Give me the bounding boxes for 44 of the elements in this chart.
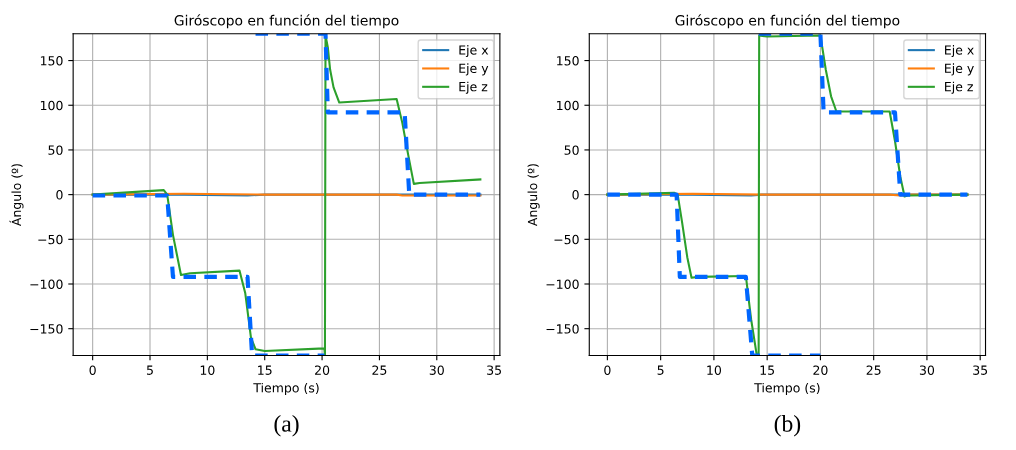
legend-label: Eje x <box>459 45 489 58</box>
legend-label: Eje z <box>945 81 973 94</box>
x-tick-label: 30 <box>429 365 444 375</box>
y-tick-label: −100 <box>546 279 579 289</box>
x-tick-label: 20 <box>315 365 330 375</box>
y-tick-label: −100 <box>30 279 63 289</box>
x-tick-label: 15 <box>760 365 775 375</box>
y-tick-label: 100 <box>557 100 579 111</box>
text: (b) <box>774 415 801 437</box>
y-tick-label: 150 <box>557 56 579 66</box>
x-tick-label: 5 <box>657 365 664 375</box>
x-axis-title: Tiempo (s) <box>253 382 319 395</box>
y-axis-title: Angulo (º) <box>527 164 540 227</box>
legend-label: Eje y <box>945 63 974 76</box>
x-tick-label: 35 <box>487 365 501 375</box>
x-tick-label: 10 <box>707 365 722 375</box>
y-axis-title: Ángulo (º) <box>9 164 24 227</box>
x-tick-label: 0 <box>89 365 96 375</box>
chart-title: Giróscopo en función del tiempo <box>675 14 900 29</box>
x-tick-label: 25 <box>372 365 387 375</box>
x-axis-title: Tiempo (s) <box>754 382 820 395</box>
x-tick-label: 15 <box>258 365 272 375</box>
y-tick-label: 0 <box>56 190 63 200</box>
y-tick-label: 100 <box>40 100 63 111</box>
text: (a) <box>274 415 299 437</box>
y-tick-label: 150 <box>40 56 63 66</box>
x-tick-label: 35 <box>973 365 988 375</box>
y-tick-label: 50 <box>564 145 579 155</box>
y-tick-label: −50 <box>38 234 63 245</box>
y-tick-label: −150 <box>546 324 579 334</box>
legend-label: Eje x <box>945 45 974 58</box>
x-tick-label: 25 <box>866 365 881 375</box>
x-tick-label: 5 <box>147 365 153 375</box>
y-tick-label: 0 <box>572 190 579 200</box>
x-tick-label: 20 <box>813 365 828 375</box>
y-tick-label: −50 <box>554 234 579 245</box>
y-tick-label: −150 <box>30 324 63 334</box>
legend-label: Eje y <box>459 63 489 76</box>
x-tick-label: 10 <box>200 365 215 375</box>
legend-label: Eje z <box>459 81 488 94</box>
y-tick-label: 50 <box>48 145 63 155</box>
x-tick-label: 30 <box>919 365 935 375</box>
chart-title: Giróscopo en función del tiempo <box>174 14 399 29</box>
x-tick-label: 0 <box>604 365 611 375</box>
